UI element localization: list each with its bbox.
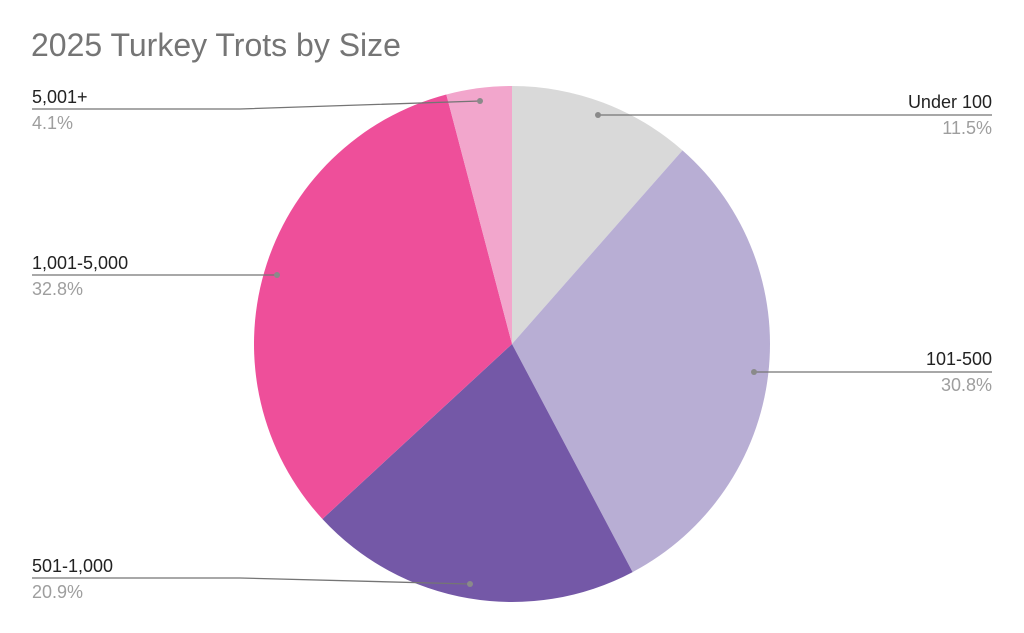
leader-dot-1001-5000 xyxy=(274,272,280,278)
pie-slice-5-001 xyxy=(446,86,512,344)
pie-slice-501-1-000 xyxy=(322,344,633,602)
chart-title: 2025 Turkey Trots by Size xyxy=(31,27,401,63)
pct-101-500: 30.8% xyxy=(940,375,992,395)
label-501-1000: 501-1,000 xyxy=(32,556,114,576)
leader-dot-101-500 xyxy=(751,369,757,375)
pct-under-100: 11.5% xyxy=(942,118,992,138)
pie-slice-101-500 xyxy=(512,150,770,573)
pie-slice-1-001-5-000 xyxy=(253,94,513,519)
leader-dot-under-100 xyxy=(595,112,601,118)
pct-501-1000: 20.9% xyxy=(32,582,84,602)
leader-dot-5001-plus xyxy=(477,98,483,104)
leader-line-5001-plus xyxy=(32,100,481,110)
label-101-500: 101-500 xyxy=(925,349,992,369)
pct-5001-plus: 4.1% xyxy=(32,113,74,133)
label-under-100: Under 100 xyxy=(907,92,992,112)
pct-1001-5000: 32.8% xyxy=(32,279,84,299)
pie-slices xyxy=(253,86,770,602)
leader-line-501-1000 xyxy=(32,577,471,585)
leader-lines xyxy=(32,98,992,587)
pie-slice-under-100 xyxy=(512,86,683,344)
leader-dot-501-1000 xyxy=(467,581,473,587)
label-1001-5000: 1,001-5,000 xyxy=(32,253,129,273)
label-5001-plus: 5,001+ xyxy=(32,87,88,107)
